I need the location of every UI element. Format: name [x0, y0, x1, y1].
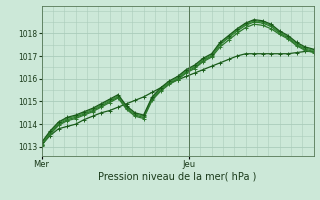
X-axis label: Pression niveau de la mer( hPa ): Pression niveau de la mer( hPa ) [99, 172, 257, 182]
